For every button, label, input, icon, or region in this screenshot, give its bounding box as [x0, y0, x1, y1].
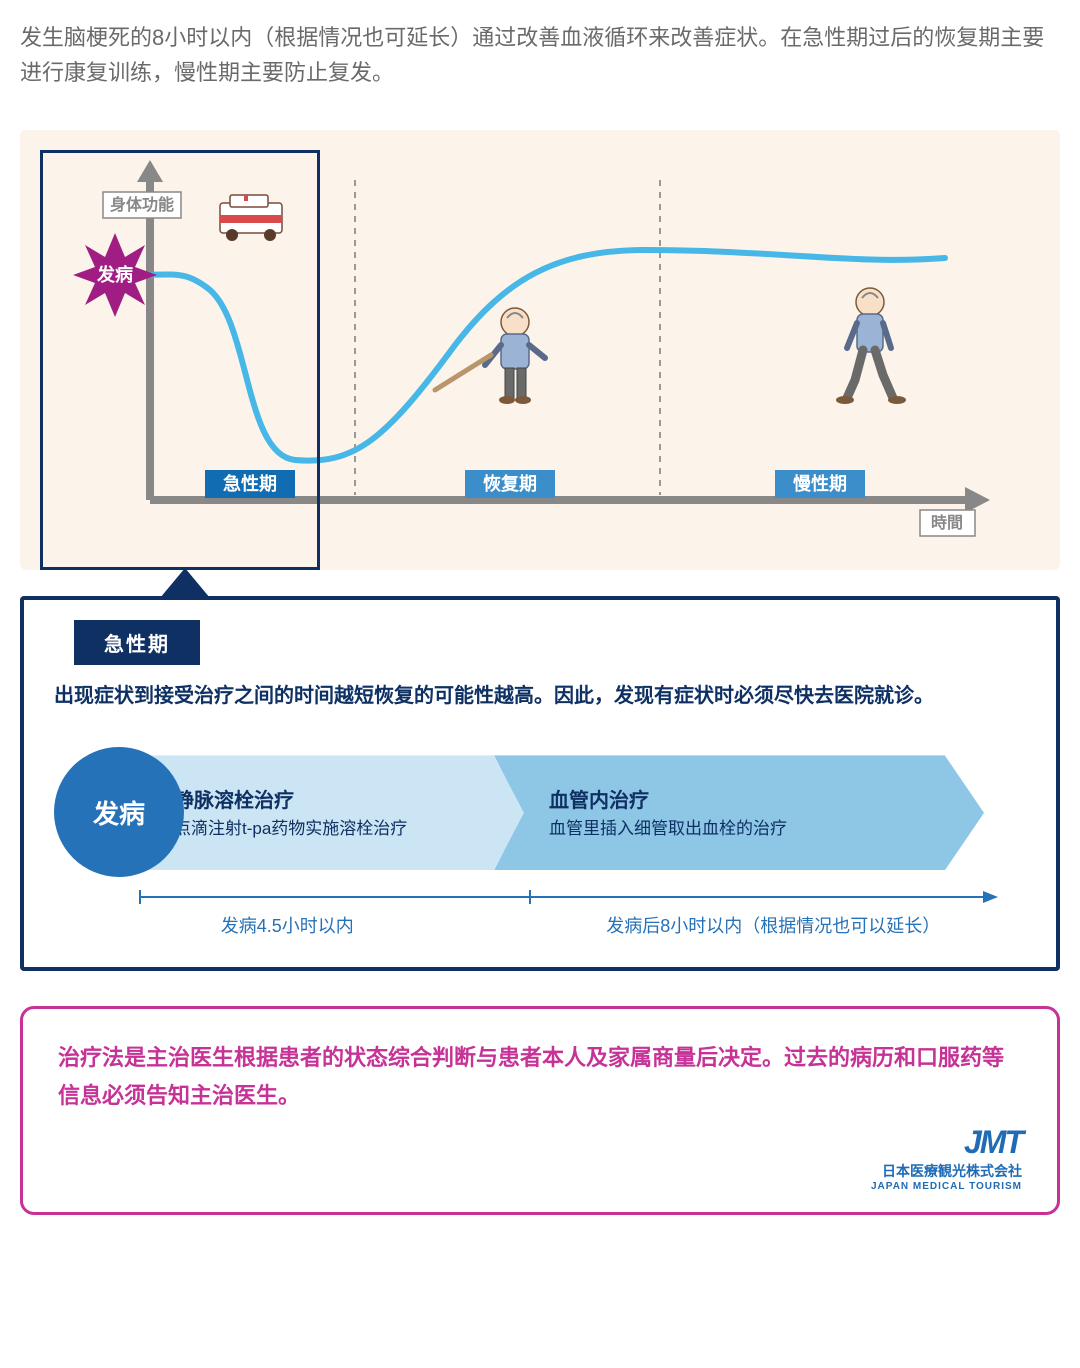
x-axis-label: 時間 — [931, 513, 963, 532]
timeline: 发病4.5小时以内 发病后8小时以内（根据情况也可以延长） — [54, 887, 1026, 937]
seg2-desc: 血管里插入细管取出血栓的治疗 — [549, 817, 787, 841]
flow-onset-circle: 发病 — [54, 747, 184, 877]
recovery-chart: 身体功能 時間 发病 — [20, 130, 1060, 570]
flow-segment-endovascular: 血管内治疗 血管里插入细管取出血栓的治疗 — [494, 755, 984, 870]
jmt-logo: JMT 日本医療観光株式会社 JAPAN MEDICAL TOURISM — [58, 1124, 1022, 1192]
phase-chronic-label: 慢性期 — [793, 473, 847, 494]
callout-triangle-icon — [160, 568, 210, 598]
logo-sub2: JAPAN MEDICAL TOURISM — [58, 1181, 1022, 1192]
phase-recovery-label: 恢复期 — [483, 473, 537, 494]
walking-person-icon — [836, 288, 906, 404]
detail-header: 急性期 — [74, 620, 200, 665]
rehab-person-icon — [435, 308, 545, 404]
intro-paragraph: 发生脑梗死的8小时以内（根据情况也可延长）通过改善血液循环来改善症状。在急性期过… — [20, 20, 1060, 90]
flow-segment-thrombolysis: 静脉溶栓治疗 点滴注射t-pa药物实施溶栓治疗 — [144, 755, 524, 870]
warning-box: 治疗法是主治医生根据患者的状态综合判断与患者本人及家属商量后决定。过去的病历和口… — [20, 1006, 1060, 1215]
seg2-title: 血管内治疗 — [549, 784, 787, 813]
seg1-desc: 点滴注射t-pa药物实施溶栓治疗 — [174, 817, 407, 841]
timeline-label-2: 发病后8小时以内（根据情况也可以延长） — [521, 912, 1026, 938]
warning-text: 治疗法是主治医生根据患者的状态综合判断与患者本人及家属商量后决定。过去的病历和口… — [58, 1039, 1022, 1114]
detail-description: 出现症状到接受治疗之间的时间越短恢复的可能性越高。因此，发现有症状时必须尽快去医… — [54, 680, 1026, 712]
logo-main: JMT — [58, 1124, 1022, 1161]
seg1-title: 静脉溶栓治疗 — [174, 784, 407, 813]
treatment-flow: 静脉溶栓治疗 点滴注射t-pa药物实施溶栓治疗 血管内治疗 血管里插入细管取出血… — [54, 737, 1026, 877]
timeline-label-1: 发病4.5小时以内 — [54, 912, 521, 938]
acute-detail-box: 急性期 出现症状到接受治疗之间的时间越短恢复的可能性越高。因此，发现有症状时必须… — [20, 596, 1060, 971]
logo-sub1: 日本医療観光株式会社 — [58, 1161, 1022, 1181]
acute-phase-highlight-box — [40, 150, 320, 570]
